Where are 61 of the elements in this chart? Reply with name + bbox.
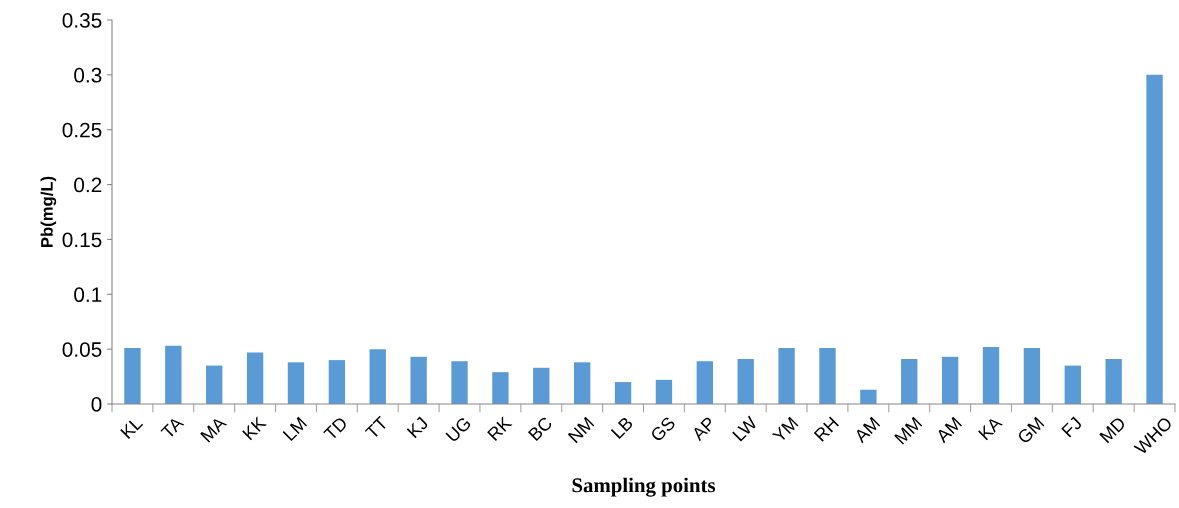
bar bbox=[124, 348, 141, 404]
bar bbox=[1105, 359, 1122, 404]
x-tick-label: MM bbox=[894, 416, 923, 445]
y-tick-label: 0.3 bbox=[74, 67, 102, 83]
y-tick-label: 0.15 bbox=[62, 232, 102, 248]
x-tick-label: GM bbox=[1016, 416, 1045, 445]
x-tick-label: RH bbox=[813, 416, 839, 442]
bar bbox=[1023, 348, 1041, 404]
y-tick-label: 0.35 bbox=[62, 13, 102, 28]
bar bbox=[574, 362, 591, 404]
y-tick-label: 0.05 bbox=[62, 342, 102, 357]
bar bbox=[328, 360, 346, 404]
bar bbox=[451, 361, 468, 404]
x-tick-label: YM bbox=[771, 416, 799, 444]
y-tick-label: 0.1 bbox=[74, 287, 102, 303]
bar bbox=[614, 382, 632, 404]
bar bbox=[696, 361, 713, 404]
bar bbox=[492, 372, 509, 404]
x-tick-label: NM bbox=[567, 416, 595, 444]
bar bbox=[287, 362, 305, 404]
bar bbox=[246, 352, 264, 404]
bar bbox=[778, 348, 795, 404]
x-tick-label: KJ bbox=[406, 416, 429, 439]
x-tick-label: LB bbox=[610, 416, 634, 439]
bar bbox=[982, 346, 1000, 404]
bar bbox=[737, 359, 754, 404]
x-tick-label: GS bbox=[649, 416, 677, 443]
bar bbox=[1146, 74, 1163, 404]
x-axis-title: Sampling points bbox=[572, 477, 716, 497]
bar bbox=[655, 379, 673, 404]
x-tick-label: MD bbox=[1099, 416, 1127, 444]
x-tick-label: MA bbox=[200, 415, 228, 443]
x-tick-label: AM bbox=[935, 416, 962, 444]
x-tick-label: LW bbox=[732, 415, 759, 442]
x-tick-label: UG bbox=[445, 416, 472, 443]
y-tick-label: 0.2 bbox=[74, 177, 102, 193]
y-tick-label: 0.25 bbox=[62, 122, 102, 138]
x-tick-label: TA bbox=[160, 415, 185, 440]
bar bbox=[206, 365, 223, 404]
bar bbox=[901, 359, 918, 404]
y-tick-label: 0 bbox=[91, 397, 102, 412]
bar bbox=[410, 356, 427, 404]
bar bbox=[941, 356, 959, 404]
bar bbox=[1064, 365, 1081, 404]
x-tick-label: AP bbox=[690, 416, 716, 442]
bar bbox=[369, 349, 386, 404]
x-tick-label: LM bbox=[282, 416, 308, 442]
x-tick-label: FJ bbox=[1061, 416, 1083, 438]
y-axis-title: Pb(mg/L) bbox=[40, 176, 57, 247]
bar bbox=[860, 389, 877, 404]
bar bbox=[819, 348, 836, 404]
x-tick-label: BC bbox=[527, 415, 554, 442]
x-tick-label: TD bbox=[323, 416, 349, 442]
x-tick-label: KA bbox=[978, 415, 1003, 441]
bar bbox=[533, 367, 550, 404]
x-tick-label: TT bbox=[364, 415, 389, 440]
bar bbox=[165, 345, 182, 404]
x-tick-label: KL bbox=[120, 416, 144, 439]
x-tick-label: RK bbox=[487, 415, 513, 442]
x-tick-label: KK bbox=[242, 415, 267, 441]
x-tick-label: AM bbox=[853, 416, 881, 444]
